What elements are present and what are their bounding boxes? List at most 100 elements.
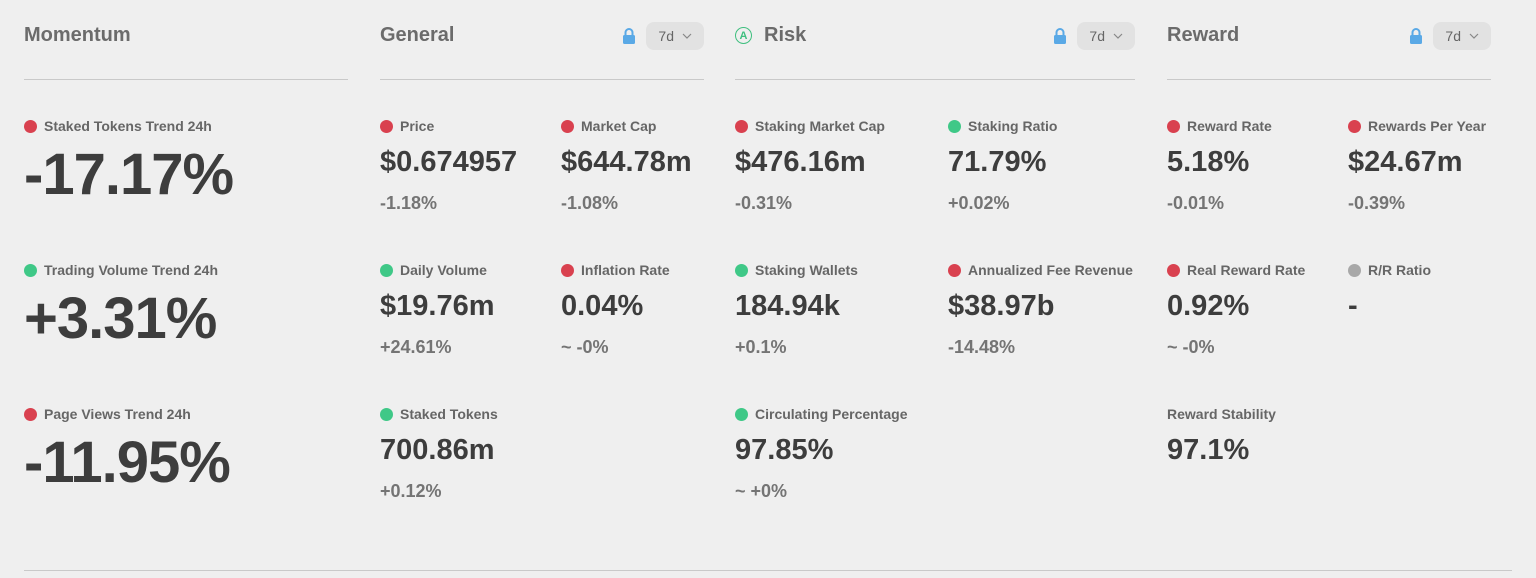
period-dropdown[interactable]: 7d xyxy=(1433,21,1491,50)
momentum-section: Momentum xyxy=(24,0,348,80)
metric-label: Inflation Rate xyxy=(581,262,670,278)
metric-change: -1.08% xyxy=(561,193,619,213)
metric-label: Real Reward Rate xyxy=(1187,262,1306,278)
metric-circulating-percentage: Circulating Percentage 97.85% ~ +0% xyxy=(735,406,908,502)
metric-value: $24.67m xyxy=(1348,146,1463,178)
metric-label: Circulating Percentage xyxy=(755,406,908,422)
metric-change: ~ -0% xyxy=(561,337,609,357)
period-value: 7d xyxy=(658,27,674,44)
metric-label: Market Cap xyxy=(581,118,657,134)
metric-annualized-fee-revenue: Annualized Fee Revenue $38.97b -14.48% xyxy=(948,262,1133,358)
metric-change: +0.12% xyxy=(380,481,442,501)
metric-label: Annualized Fee Revenue xyxy=(968,262,1133,278)
metric-value: 97.85% xyxy=(735,434,834,466)
risk-grade-badge: A xyxy=(735,27,752,44)
metric-value: 0.92% xyxy=(1167,290,1250,322)
metric-rewards-per-year: Rewards Per Year $24.67m -0.39% xyxy=(1348,118,1486,214)
metric-staking-ratio: Staking Ratio 71.79% +0.02% xyxy=(948,118,1057,214)
status-dot xyxy=(735,263,748,277)
chevron-down-icon xyxy=(1469,33,1479,39)
metric-value: $0.674957 xyxy=(380,146,518,178)
metric-value: 0.04% xyxy=(561,290,644,322)
reward-title: Reward xyxy=(1167,24,1240,46)
period-value: 7d xyxy=(1445,27,1461,44)
metric-change: -14.48% xyxy=(948,337,1016,357)
metric-trading-volume-trend: Trading Volume Trend 24h +3.31% xyxy=(24,262,218,348)
status-dot xyxy=(561,263,574,277)
metric-change: -0.39% xyxy=(1348,193,1406,213)
metric-value: 97.1% xyxy=(1167,434,1250,466)
momentum-header: Momentum xyxy=(24,0,348,80)
metric-label: Staking Wallets xyxy=(755,262,858,278)
reward-header: Reward 7d xyxy=(1167,0,1491,80)
status-dot xyxy=(948,263,961,277)
status-dot xyxy=(735,119,748,133)
status-dot xyxy=(1348,119,1361,133)
status-dot xyxy=(1348,263,1361,277)
period-dropdown[interactable]: 7d xyxy=(1077,21,1135,50)
status-dot xyxy=(1167,119,1180,133)
metric-value: 184.94k xyxy=(735,290,840,322)
metric-inflation-rate: Inflation Rate 0.04% ~ -0% xyxy=(561,262,670,358)
metric-staking-wallets: Staking Wallets 184.94k +0.1% xyxy=(735,262,858,358)
lock-icon[interactable] xyxy=(1409,27,1423,44)
period-value: 7d xyxy=(1089,27,1105,44)
status-dot xyxy=(948,119,961,133)
metric-value: 5.18% xyxy=(1167,146,1250,178)
metric-label: Staking Market Cap xyxy=(755,118,885,134)
metric-label: Price xyxy=(400,118,435,134)
metric-change: ~ -0% xyxy=(1167,337,1215,357)
metric-label: Rewards Per Year xyxy=(1368,118,1487,134)
metric-change: +0.1% xyxy=(735,337,787,357)
metric-reward-stability: Reward Stability 97.1% xyxy=(1167,406,1276,465)
metric-staking-market-cap: Staking Market Cap $476.16m -0.31% xyxy=(735,118,885,214)
metric-real-reward-rate: Real Reward Rate 0.92% ~ -0% xyxy=(1167,262,1305,358)
status-dot xyxy=(735,407,748,421)
risk-header: A Risk 7d xyxy=(735,0,1135,80)
metric-label: Daily Volume xyxy=(400,262,487,278)
general-header: General 7d xyxy=(380,0,704,80)
status-dot xyxy=(380,263,393,277)
status-dot xyxy=(561,119,574,133)
momentum-title: Momentum xyxy=(24,24,131,46)
metric-label: Page Views Trend 24h xyxy=(44,406,191,422)
metric-value: $476.16m xyxy=(735,146,866,178)
status-dot xyxy=(24,119,37,133)
metric-value: $38.97b xyxy=(948,290,1055,322)
status-dot xyxy=(24,407,37,421)
metric-change: +0.02% xyxy=(948,193,1010,213)
general-section: General 7d xyxy=(380,0,704,80)
metric-value: 71.79% xyxy=(948,146,1047,178)
metric-value: - xyxy=(1348,290,1358,322)
metric-price: Price $0.674957 -1.18% xyxy=(380,118,517,214)
metric-label: Trading Volume Trend 24h xyxy=(44,262,218,278)
metric-value: $19.76m xyxy=(380,290,495,322)
metric-label: R/R Ratio xyxy=(1368,262,1431,278)
bottom-divider xyxy=(24,570,1512,571)
metric-label: Reward Stability xyxy=(1167,406,1276,422)
metric-change: -0.01% xyxy=(1167,193,1225,213)
metric-label: Reward Rate xyxy=(1187,118,1272,134)
lock-icon[interactable] xyxy=(622,27,636,44)
metric-label: Staking Ratio xyxy=(968,118,1058,134)
general-title: General xyxy=(380,24,455,46)
status-dot xyxy=(380,119,393,133)
metric-staked-tokens: Staked Tokens 700.86m +0.12% xyxy=(380,406,498,502)
metric-page-views-trend: Page Views Trend 24h -11.95% xyxy=(24,406,231,492)
status-dot xyxy=(24,263,37,277)
metric-market-cap: Market Cap $644.78m -1.08% xyxy=(561,118,692,214)
metric-staked-tokens-trend: Staked Tokens Trend 24h -17.17% xyxy=(24,118,234,207)
metric-label: Staked Tokens xyxy=(400,406,498,422)
status-dot xyxy=(380,407,393,421)
metric-value: -17.17% xyxy=(24,142,234,207)
metric-change: ~ +0% xyxy=(735,481,788,501)
metric-change: -1.18% xyxy=(380,193,438,213)
metric-label: Staked Tokens Trend 24h xyxy=(44,118,212,134)
lock-icon[interactable] xyxy=(1053,27,1067,44)
metric-change: +24.61% xyxy=(380,337,452,357)
risk-section: A Risk 7d xyxy=(735,0,1135,80)
metric-value: 700.86m xyxy=(380,434,495,466)
period-dropdown[interactable]: 7d xyxy=(646,21,704,50)
metric-change: -0.31% xyxy=(735,193,793,213)
status-dot xyxy=(1167,263,1180,277)
